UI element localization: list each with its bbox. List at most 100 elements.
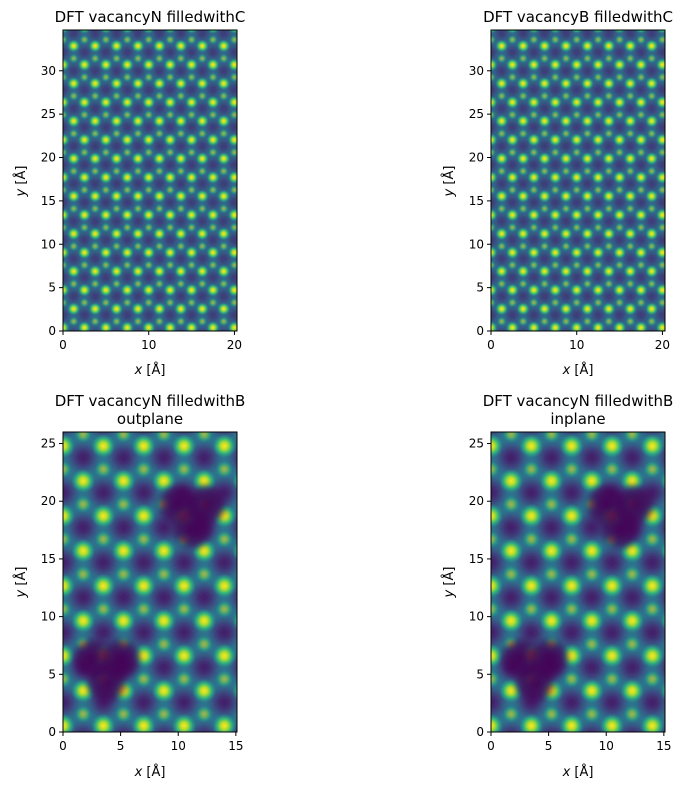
hole (557, 99, 575, 118)
hole (150, 137, 169, 156)
atom (192, 678, 217, 703)
atom (491, 30, 497, 34)
atom (529, 34, 539, 45)
hole (139, 306, 158, 325)
atom (516, 39, 530, 53)
atom (527, 95, 541, 109)
hole (147, 720, 180, 732)
atom (647, 128, 657, 139)
atom (614, 185, 625, 195)
atom (507, 185, 518, 195)
hole-layer (491, 30, 693, 331)
atom (663, 432, 665, 440)
x-tick-label: 10 (171, 739, 186, 753)
atom (186, 260, 197, 270)
subplot-title-line-1: DFT vacancyB filledwithC (483, 8, 673, 26)
atom (273, 539, 297, 563)
atom (63, 460, 72, 479)
hole (96, 231, 115, 250)
atom (217, 152, 231, 166)
hole (567, 155, 586, 174)
hole (524, 43, 543, 62)
atom (667, 265, 680, 278)
x-tick-label: 15 (228, 739, 243, 753)
atom (229, 72, 237, 82)
hole (139, 80, 158, 99)
hole (621, 174, 640, 193)
atom (122, 222, 132, 233)
hole (554, 685, 589, 720)
hole (236, 142, 237, 150)
atom (195, 432, 214, 444)
hole (514, 99, 533, 118)
hole (534, 580, 569, 615)
atom (542, 705, 561, 723)
plot-frame (62, 29, 238, 332)
atom (229, 185, 237, 195)
atom (133, 203, 143, 214)
atom (548, 283, 562, 297)
atom (688, 77, 693, 90)
atom (614, 297, 625, 308)
atom (572, 0, 581, 7)
atom (69, 53, 79, 64)
atom (174, 264, 188, 278)
hole (599, 137, 618, 156)
hole (621, 287, 640, 306)
y-tick-label: 10 (41, 237, 56, 251)
atom (660, 541, 665, 561)
hole (171, 249, 190, 268)
hole (503, 268, 522, 287)
atom (78, 133, 91, 147)
y-axis-label: y [Å] (441, 567, 457, 599)
atom (185, 283, 198, 297)
atom (491, 503, 504, 529)
hole (129, 99, 147, 118)
hole (107, 61, 126, 80)
atom (37, 35, 46, 44)
atom (688, 302, 693, 315)
atom (499, 608, 524, 633)
hole (96, 155, 115, 174)
atom (603, 600, 621, 619)
atom (529, 147, 539, 158)
hole (247, 43, 265, 61)
atom (208, 72, 218, 82)
hole (675, 269, 693, 287)
hole (524, 306, 543, 325)
atom (88, 114, 102, 128)
atom (153, 114, 166, 128)
atom (442, 670, 460, 688)
atom (539, 241, 550, 251)
hole (193, 249, 212, 268)
atom (79, 110, 90, 120)
x-tick-label: 5 (545, 739, 553, 753)
atom (668, 242, 677, 251)
hole (204, 268, 222, 287)
atom (684, 460, 693, 478)
hole (546, 268, 565, 287)
atom (260, 302, 273, 315)
atom (260, 77, 273, 90)
atom (491, 208, 498, 222)
atom (176, 166, 186, 176)
hole (236, 217, 237, 226)
hole (86, 212, 105, 231)
atom (625, 241, 635, 251)
atom (251, 73, 260, 82)
y-tick-label: 25 (41, 107, 56, 121)
hole (139, 118, 158, 137)
hole (474, 755, 508, 789)
atom (667, 190, 680, 203)
atom (195, 565, 214, 584)
hole (676, 616, 693, 650)
atom (235, 432, 237, 440)
atom (570, 95, 584, 109)
atom (688, 115, 693, 128)
atom (163, 170, 177, 184)
atom (260, 227, 273, 240)
hole (546, 43, 565, 62)
atom (251, 148, 260, 157)
atom (604, 203, 614, 214)
hole (204, 231, 222, 250)
